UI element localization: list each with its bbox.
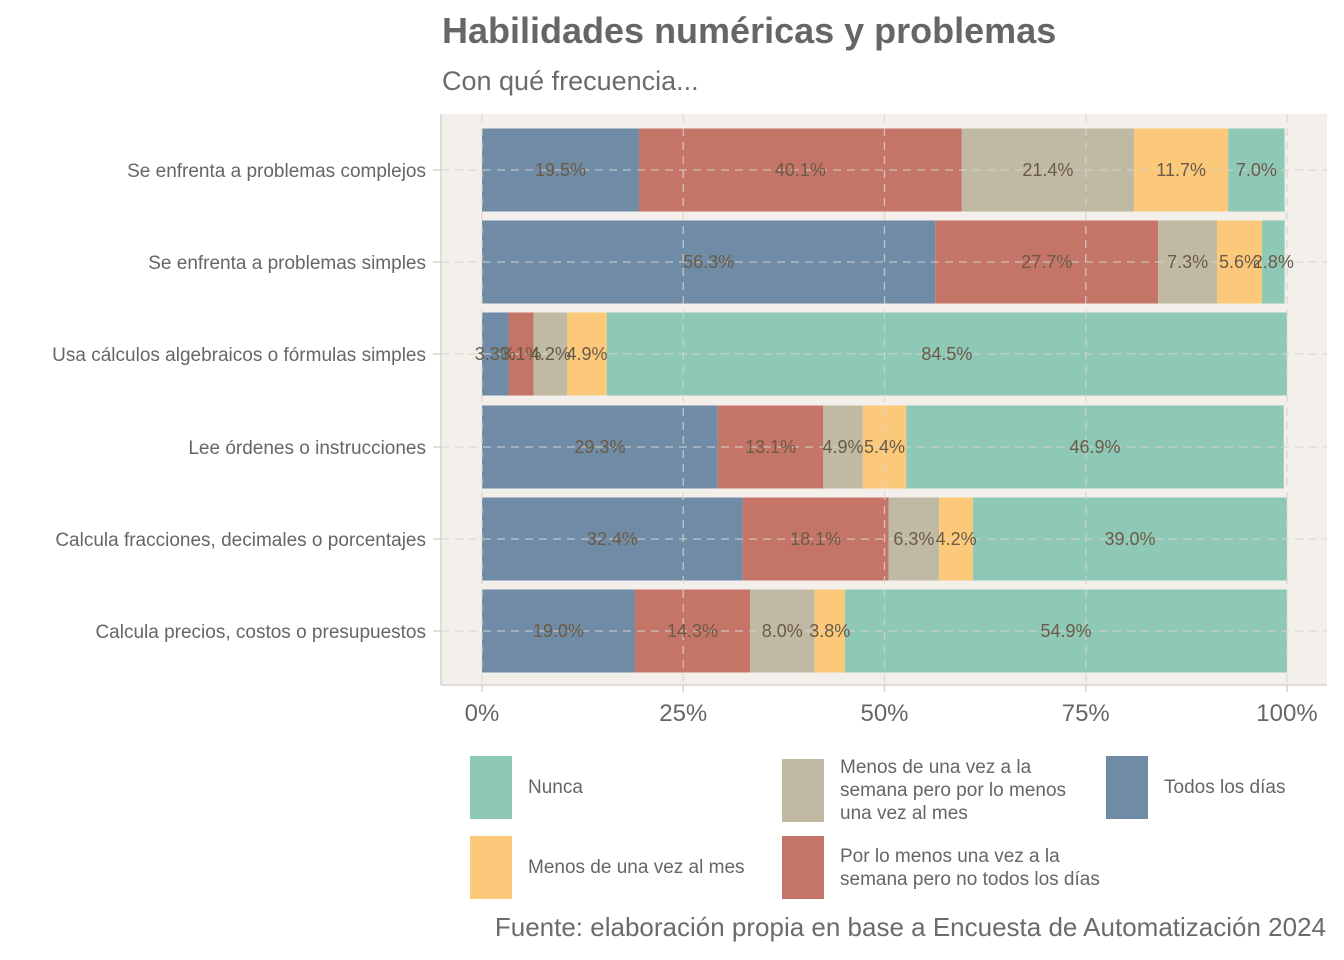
chart-title: Habilidades numéricas y problemas bbox=[442, 10, 1057, 51]
data-label: 11.7% bbox=[1156, 160, 1206, 180]
legend-swatch bbox=[1106, 756, 1148, 819]
legend-label: Todos los días bbox=[1164, 777, 1286, 798]
data-label: 3.8% bbox=[809, 621, 850, 641]
legend-swatch bbox=[782, 759, 824, 822]
chart-caption: Fuente: elaboración propia en base a Enc… bbox=[494, 912, 1326, 942]
legend-item-menos-mes: Menos de una vez al mes bbox=[470, 836, 780, 899]
legend-label: Por lo menos una vez a la semana pero no… bbox=[840, 845, 1100, 890]
data-label: 19.5% bbox=[535, 160, 586, 180]
legend-item-menos-semana: Menos de una vez a la semana pero por lo… bbox=[782, 756, 1102, 825]
data-label: 27.7% bbox=[1021, 252, 1072, 272]
y-tick-label: Usa cálculos algebraicos o fórmulas simp… bbox=[52, 345, 426, 366]
y-tick-label: Calcula fracciones, decimales o porcenta… bbox=[55, 530, 426, 551]
legend-item-nunca: Nunca bbox=[470, 756, 760, 819]
data-label: 3.1% bbox=[501, 344, 542, 364]
data-label: 4.2% bbox=[936, 529, 977, 549]
x-tick-label: 100% bbox=[1256, 700, 1317, 727]
data-label: 4.2% bbox=[530, 344, 571, 364]
x-tick-label: 0% bbox=[465, 700, 500, 727]
legend-label: Menos de una vez a la semana pero por lo… bbox=[840, 757, 1067, 824]
x-tick-label: 25% bbox=[659, 700, 707, 727]
bar-segment bbox=[862, 405, 907, 489]
data-label: 39.0% bbox=[1105, 529, 1156, 549]
legend-swatch bbox=[782, 836, 824, 899]
chart-legend: Nunca Menos de una vez a la semana pero … bbox=[466, 752, 1336, 902]
data-label: 46.9% bbox=[1069, 437, 1120, 457]
data-label: 54.9% bbox=[1041, 621, 1092, 641]
y-tick-label: Lee órdenes o instrucciones bbox=[188, 438, 426, 459]
x-tick-label: 50% bbox=[860, 700, 908, 727]
y-tick-label: Calcula precios, costos o presupuestos bbox=[95, 622, 426, 643]
x-tick-label: 75% bbox=[1062, 700, 1110, 727]
legend-item-por-lo-menos-semana: Por lo menos una vez a la semana pero no… bbox=[782, 836, 1102, 899]
bar-segment bbox=[939, 497, 974, 581]
bar-segment bbox=[906, 405, 1284, 489]
y-tick-label: Se enfrenta a problemas simples bbox=[148, 253, 426, 274]
bar-segment bbox=[823, 405, 863, 489]
data-label: 7.3% bbox=[1167, 252, 1208, 272]
data-label: 84.5% bbox=[921, 344, 972, 364]
legend-item-todos-los-dias: Todos los días bbox=[1106, 756, 1336, 819]
data-label: 7.0% bbox=[1236, 160, 1277, 180]
stacked-bar-chart: 19.5% 40.1% 21.4% 11.7% 7.0% 56.3% 27.7% 7.3% 5.… bbox=[52, 114, 1327, 727]
data-label: 13.1% bbox=[745, 437, 796, 457]
legend-swatch bbox=[470, 756, 512, 819]
legend-swatch bbox=[470, 836, 512, 899]
data-label: 29.3% bbox=[574, 437, 625, 457]
data-label: 6.3% bbox=[893, 529, 934, 549]
legend-label: Menos de una vez al mes bbox=[528, 857, 745, 878]
data-label: 56.3% bbox=[683, 252, 734, 272]
data-label: 3.3% bbox=[475, 344, 516, 364]
y-tick-label: Se enfrenta a problemas complejos bbox=[127, 161, 426, 182]
data-label: 4.9% bbox=[567, 344, 608, 364]
legend-label: Nunca bbox=[528, 777, 583, 798]
data-label: 19.0% bbox=[533, 621, 584, 641]
data-label: 5.6% bbox=[1219, 252, 1260, 272]
data-label: 21.4% bbox=[1022, 160, 1073, 180]
data-label: 18.1% bbox=[790, 529, 841, 549]
data-label: 4.9% bbox=[823, 437, 864, 457]
data-label: 2.8% bbox=[1253, 252, 1294, 272]
data-label: 5.4% bbox=[864, 437, 905, 457]
chart-subtitle: Con qué frecuencia... bbox=[442, 66, 699, 96]
data-label: 14.3% bbox=[667, 621, 718, 641]
data-label: 8.0% bbox=[762, 621, 803, 641]
data-label: 40.1% bbox=[775, 160, 826, 180]
data-label: 32.4% bbox=[587, 529, 638, 549]
